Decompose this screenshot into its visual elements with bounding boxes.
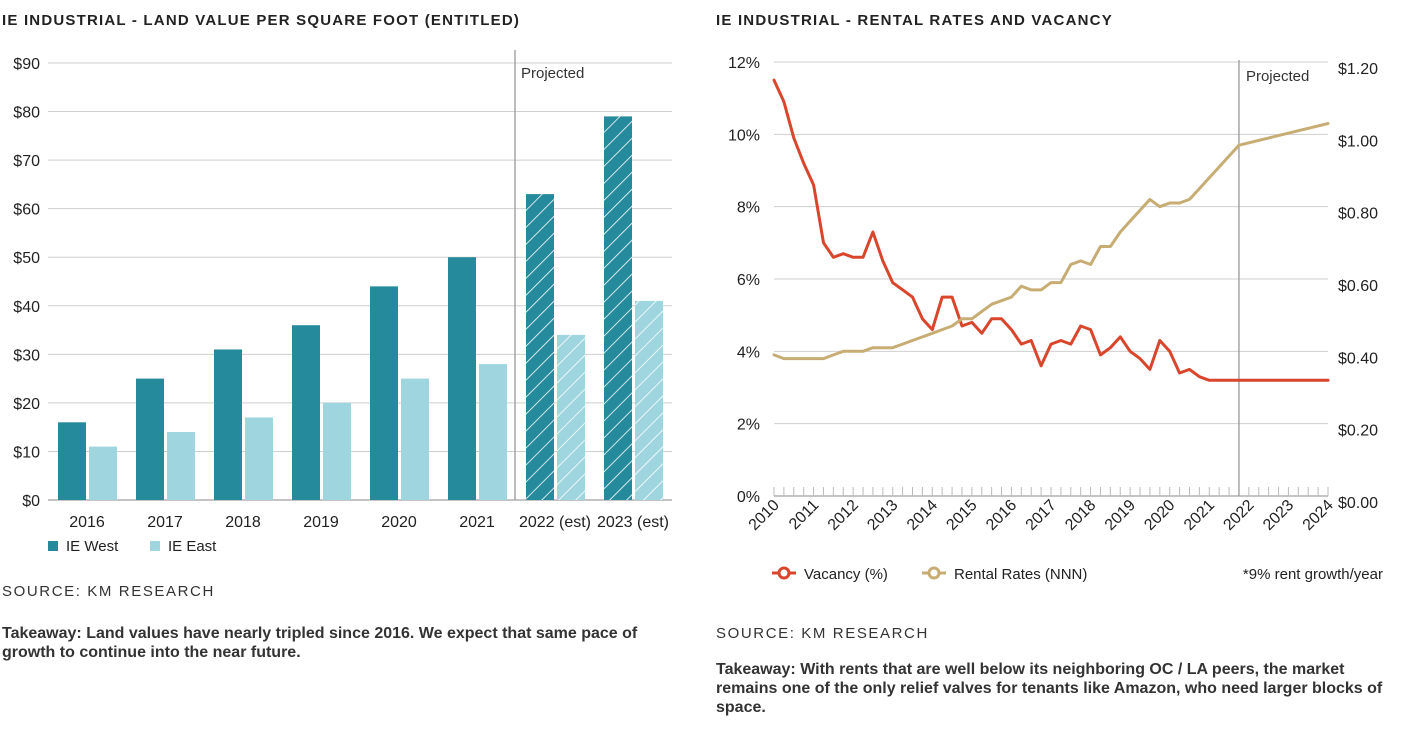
right-y-tick-label: $0.00 bbox=[1338, 495, 1378, 512]
footnote: *9% rent growth/year bbox=[1243, 566, 1383, 583]
x-tick-label: 2017 bbox=[1023, 497, 1060, 534]
bar-ie-east bbox=[401, 378, 429, 500]
bar-x-tick-label: 2023 (est) bbox=[597, 514, 669, 531]
right-y-tick-label: $0.40 bbox=[1338, 350, 1378, 367]
rental-vacancy-line-chart: 0% 2% 4% 6% 8% 10% 12% $0.00 $0.20 $0.40 $0.60 $0.8… bbox=[728, 55, 1383, 583]
bar-y-tick-label: $10 bbox=[13, 444, 40, 461]
right-y-tick-label: $0.80 bbox=[1338, 206, 1378, 223]
bar-y-tick-label: $90 bbox=[13, 56, 40, 73]
projected-label: Projected bbox=[521, 65, 584, 82]
left-y-tick-label: 0% bbox=[737, 489, 760, 506]
right-y-tick-label: $0.20 bbox=[1338, 423, 1378, 440]
legend-marker bbox=[927, 566, 941, 580]
x-tick-label: 2012 bbox=[825, 497, 862, 534]
left-source: SOURCE: KM RESEARCH bbox=[2, 583, 215, 600]
x-tick-label: 2024 bbox=[1300, 497, 1337, 534]
right-chart-title: IE INDUSTRIAL - RENTAL RATES AND VACANCY bbox=[716, 12, 1113, 29]
bar-y-tick-label: $50 bbox=[13, 250, 40, 267]
bar-ie-west bbox=[136, 378, 164, 500]
line-legend: Vacancy (%) Rental Rates (NNN) bbox=[772, 566, 1087, 583]
legend-label: Rental Rates (NNN) bbox=[954, 566, 1087, 583]
land-value-bar-chart: $0 $10 $20 $30 $40 $50 $60 $70 $80 $90 2016 2017 201… bbox=[13, 50, 672, 555]
x-tick-label: 2018 bbox=[1062, 497, 1099, 534]
legend-swatch bbox=[150, 541, 160, 551]
bar-ie-east bbox=[323, 402, 351, 500]
left-y-tick-label: 4% bbox=[737, 344, 760, 361]
x-tick-label: 2022 bbox=[1220, 497, 1257, 534]
x-tick-label: 2016 bbox=[983, 497, 1020, 534]
bar-x-tick-label: 2020 bbox=[381, 514, 417, 531]
x-tick-label: 2019 bbox=[1102, 497, 1139, 534]
x-tick-label: 2013 bbox=[864, 497, 901, 534]
bar-y-tick-label: $60 bbox=[13, 202, 40, 219]
left-y-tick-label: 2% bbox=[737, 417, 760, 434]
bar-projected-hatch bbox=[557, 334, 585, 500]
bar-x-tick-label: 2017 bbox=[147, 514, 183, 531]
bar-ie-west bbox=[370, 286, 398, 500]
x-tick-label: 2014 bbox=[904, 497, 941, 534]
left-y-tick-label: 10% bbox=[728, 127, 760, 144]
bar-ie-west bbox=[58, 422, 86, 500]
series-line-rental-rates-nnn bbox=[772, 122, 1330, 361]
bar-ie-east bbox=[479, 364, 507, 500]
bar-y-tick-label: $30 bbox=[13, 347, 40, 364]
bar-y-tick-label: $70 bbox=[13, 153, 40, 170]
bar-x-tick-label: 2016 bbox=[69, 514, 105, 531]
left-takeaway: Takeaway: Land values have nearly triple… bbox=[2, 625, 638, 661]
legend-label: IE West bbox=[66, 538, 119, 555]
bar-projected-hatch bbox=[604, 116, 632, 501]
x-tick-label: 2011 bbox=[786, 497, 822, 533]
left-y-tick-label: 12% bbox=[728, 55, 760, 72]
bar-ie-west bbox=[448, 257, 476, 500]
bar-legend: IE West IE East bbox=[48, 538, 217, 555]
legend-label: IE East bbox=[168, 538, 217, 555]
legend-marker bbox=[777, 566, 791, 580]
bar-ie-east bbox=[167, 432, 195, 500]
bar-y-tick-label: $0 bbox=[22, 493, 40, 510]
right-y-tick-label: $1.20 bbox=[1338, 61, 1378, 78]
left-y-tick-label: 8% bbox=[737, 200, 760, 217]
bar-x-tick-label: 2018 bbox=[225, 514, 261, 531]
bar-y-tick-label: $40 bbox=[13, 299, 40, 316]
left-y-tick-label: 6% bbox=[737, 272, 760, 289]
right-y-tick-label: $0.60 bbox=[1338, 278, 1378, 295]
bar-ie-east bbox=[245, 417, 273, 500]
bar-y-tick-label: $20 bbox=[13, 396, 40, 413]
bar-y-tick-label: $80 bbox=[13, 105, 40, 122]
series-line-vacancy bbox=[772, 78, 1330, 382]
bar-ie-east bbox=[89, 446, 117, 500]
bar-projected-hatch bbox=[526, 194, 554, 500]
right-y-tick-label: $1.00 bbox=[1338, 133, 1378, 150]
bar-x-tick-label: 2019 bbox=[303, 514, 339, 531]
bar-x-tick-label: 2021 bbox=[459, 514, 495, 531]
legend-label: Vacancy (%) bbox=[804, 566, 888, 583]
right-source: SOURCE: KM RESEARCH bbox=[716, 625, 929, 642]
bar-projected-hatch bbox=[635, 300, 663, 500]
x-tick-label: 2015 bbox=[943, 497, 980, 534]
right-takeaway: Takeaway: With rents that are well below… bbox=[716, 661, 1383, 716]
legend-swatch bbox=[48, 541, 58, 551]
projected-label: Projected bbox=[1246, 68, 1309, 85]
x-tick-label: 2020 bbox=[1141, 497, 1178, 534]
x-tick-label: 2021 bbox=[1181, 497, 1218, 534]
bar-ie-west bbox=[292, 325, 320, 500]
bar-x-tick-label: 2022 (est) bbox=[519, 514, 591, 531]
left-chart-title: IE INDUSTRIAL - LAND VALUE PER SQUARE FO… bbox=[2, 12, 521, 29]
x-tick-label: 2023 bbox=[1260, 497, 1297, 534]
bar-ie-west bbox=[214, 349, 242, 500]
